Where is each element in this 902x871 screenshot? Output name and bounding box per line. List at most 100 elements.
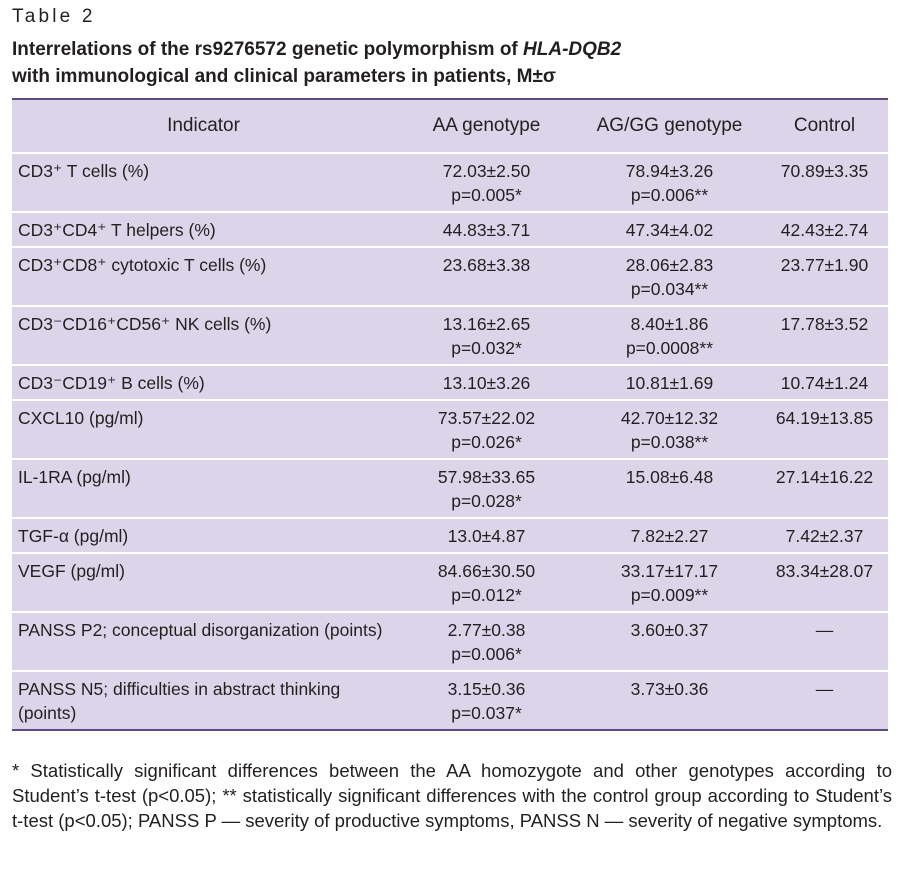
indicator-cell: CXCL10 (pg/ml) bbox=[12, 400, 395, 460]
mean-value: 73.57±22.02 bbox=[437, 408, 536, 428]
ag-gg-genotype-cell: 78.94±3.26 p=0.006** bbox=[578, 153, 761, 213]
data-table-container: Indicator AA genotype AG/GG genotype Con… bbox=[12, 98, 888, 731]
aa-genotype-cell: 13.10±3.26 bbox=[395, 365, 578, 401]
mean-value: 3.60±0.37 bbox=[630, 620, 709, 640]
ag-gg-genotype-cell: 15.08±6.48 bbox=[578, 459, 761, 519]
ag-gg-genotype-cell: 8.40±1.86 p=0.0008** bbox=[578, 306, 761, 366]
mean-value: 84.66±30.50 bbox=[437, 561, 536, 581]
aa-genotype-cell: 13.16±2.65 p=0.032* bbox=[395, 306, 578, 366]
control-cell: 7.42±2.37 bbox=[761, 518, 888, 554]
table-row: CD3⁺CD8⁺ cytotoxic T cells (%) 23.68±3.38… bbox=[12, 247, 888, 307]
indicator-cell: PANSS P2; conceptual disorganization (po… bbox=[12, 612, 395, 672]
mean-value: 8.40±1.86 bbox=[630, 314, 709, 334]
ag-gg-genotype-cell: 47.34±4.02 bbox=[578, 212, 761, 248]
ag-gg-genotype-cell: 3.73±0.36 bbox=[578, 671, 761, 729]
mean-value: 7.82±2.27 bbox=[630, 526, 709, 546]
control-cell: 23.77±1.90 bbox=[761, 247, 888, 307]
ag-gg-genotype-cell: 42.70±12.32 p=0.038** bbox=[578, 400, 761, 460]
control-cell: — bbox=[815, 679, 834, 699]
mean-value: 78.94±3.26 bbox=[625, 161, 714, 181]
table-footnote: * Statistically significant differences … bbox=[12, 760, 892, 831]
control-cell: 17.78±3.52 bbox=[761, 306, 888, 366]
table-row: IL-1RA (pg/ml) 57.98±33.65 p=0.028* 15.08±6… bbox=[12, 459, 888, 519]
indicator-cell: CD3⁺CD8⁺ cytotoxic T cells (%) bbox=[12, 247, 395, 307]
header-aa-genotype: AA genotype bbox=[395, 100, 578, 154]
control-cell: — bbox=[761, 612, 888, 672]
mean-value: 10.81±1.69 bbox=[625, 373, 714, 393]
p-value: p=0.005* bbox=[451, 185, 522, 205]
aa-genotype-cell: 84.66±30.50 p=0.012* bbox=[395, 553, 578, 613]
mean-value: 13.0±4.87 bbox=[447, 526, 526, 546]
mean-value: 13.16±2.65 bbox=[442, 314, 531, 334]
mean-value: 2.77±0.38 bbox=[447, 620, 526, 640]
p-value: p=0.028* bbox=[451, 491, 522, 511]
indicator-cell: CD3⁺ T cells (%) bbox=[12, 153, 395, 213]
table-row: PANSS N5; difficulties in abstract think… bbox=[12, 671, 888, 729]
mean-value: 57.98±33.65 bbox=[437, 467, 536, 487]
table-row: CD3⁻CD16⁺CD56⁺ NK cells (%) 13.16±2.65 p=0… bbox=[12, 306, 888, 366]
data-table: Indicator AA genotype AG/GG genotype Con… bbox=[12, 100, 888, 729]
aa-genotype-cell: 73.57±22.02 p=0.026* bbox=[395, 400, 578, 460]
aa-genotype-cell: 13.0±4.87 bbox=[395, 518, 578, 554]
table-header-row: Indicator AA genotype AG/GG genotype Con… bbox=[12, 100, 888, 154]
control-cell: 83.34±28.07 bbox=[761, 553, 888, 613]
ag-gg-genotype-cell: 10.81±1.69 bbox=[578, 365, 761, 401]
mean-value: 47.34±4.02 bbox=[625, 220, 714, 240]
table-row: CD3⁺CD4⁺ T helpers (%) 44.83±3.71 47.34±4.… bbox=[12, 212, 888, 248]
table-label: Table 2 bbox=[12, 6, 96, 27]
control-cell: 10.74±1.24 bbox=[761, 365, 888, 401]
p-value: p=0.0008** bbox=[625, 338, 714, 358]
indicator-cell: PANSS N5; difficulties in abstract think… bbox=[18, 679, 341, 723]
table-title: Interrelations of the rs9276572 genetic … bbox=[12, 36, 892, 90]
aa-genotype-cell: 23.68±3.38 bbox=[395, 247, 578, 307]
table-row: CD3⁺ T cells (%) 72.03±2.50 p=0.005* 78.94±… bbox=[12, 153, 888, 213]
mean-value: 15.08±6.48 bbox=[625, 467, 714, 487]
p-value: p=0.038** bbox=[630, 432, 709, 452]
title-text-end: with immunological and clinical paramete… bbox=[12, 66, 556, 87]
indicator-cell: CD3⁺CD4⁺ T helpers (%) bbox=[12, 212, 395, 248]
indicator-cell: IL-1RA (pg/ml) bbox=[12, 459, 395, 519]
table-row: CXCL10 (pg/ml) 73.57±22.02 p=0.026* 42.70±1… bbox=[12, 400, 888, 460]
aa-genotype-cell: 44.83±3.71 bbox=[395, 212, 578, 248]
p-value: p=0.009** bbox=[630, 585, 709, 605]
p-value: p=0.006** bbox=[630, 185, 709, 205]
indicator-cell: CD3⁻CD19⁺ B cells (%) bbox=[12, 365, 395, 401]
title-gene-name: HLA-DQB2 bbox=[523, 39, 622, 60]
mean-value: 33.17±17.17 bbox=[620, 561, 719, 581]
mean-value: 3.73±0.36 bbox=[630, 679, 709, 699]
indicator-cell: CD3⁻CD16⁺CD56⁺ NK cells (%) bbox=[12, 306, 395, 366]
mean-value: 23.68±3.38 bbox=[442, 255, 531, 275]
p-value: p=0.006* bbox=[451, 644, 522, 664]
aa-genotype-cell: 72.03±2.50 p=0.005* bbox=[395, 153, 578, 213]
aa-genotype-cell: 57.98±33.65 p=0.028* bbox=[395, 459, 578, 519]
mean-value: 28.06±2.83 bbox=[625, 255, 714, 275]
ag-gg-genotype-cell: 3.60±0.37 bbox=[578, 612, 761, 672]
mean-value: 72.03±2.50 bbox=[442, 161, 531, 181]
indicator-cell: TGF-α (pg/ml) bbox=[12, 518, 395, 554]
control-cell: 27.14±16.22 bbox=[761, 459, 888, 519]
mean-value: 13.10±3.26 bbox=[442, 373, 531, 393]
header-indicator: Indicator bbox=[12, 100, 395, 154]
ag-gg-genotype-cell: 28.06±2.83 p=0.034** bbox=[578, 247, 761, 307]
ag-gg-genotype-cell: 7.82±2.27 bbox=[578, 518, 761, 554]
p-value: p=0.026* bbox=[451, 432, 522, 452]
p-value: p=0.032* bbox=[451, 338, 522, 358]
header-ag-gg-genotype: AG/GG genotype bbox=[578, 100, 761, 154]
indicator-cell: VEGF (pg/ml) bbox=[12, 553, 395, 613]
mean-value: 42.70±12.32 bbox=[620, 408, 719, 428]
mean-value: 3.15±0.36 bbox=[447, 679, 526, 699]
aa-genotype-cell: 3.15±0.36 p=0.037* bbox=[395, 671, 578, 729]
table-row: PANSS P2; conceptual disorganization (po… bbox=[12, 612, 888, 672]
table-row: TGF-α (pg/ml) 13.0±4.87 7.82±2.27 7.42±2.37 bbox=[12, 518, 888, 554]
header-control: Control bbox=[761, 100, 888, 154]
table-row: CD3⁻CD19⁺ B cells (%) 13.10±3.26 10.81±1.6… bbox=[12, 365, 888, 401]
control-cell: 64.19±13.85 bbox=[761, 400, 888, 460]
ag-gg-genotype-cell: 33.17±17.17 p=0.009** bbox=[578, 553, 761, 613]
p-value: p=0.037* bbox=[451, 703, 522, 723]
control-cell: 70.89±3.35 bbox=[761, 153, 888, 213]
table-row: VEGF (pg/ml) 84.66±30.50 p=0.012* 33.17±17.… bbox=[12, 553, 888, 613]
mean-value: 44.83±3.71 bbox=[442, 220, 531, 240]
title-text-start: Interrelations of the rs9276572 genetic … bbox=[12, 39, 524, 60]
p-value: p=0.034** bbox=[630, 279, 709, 299]
aa-genotype-cell: 2.77±0.38 p=0.006* bbox=[395, 612, 578, 672]
